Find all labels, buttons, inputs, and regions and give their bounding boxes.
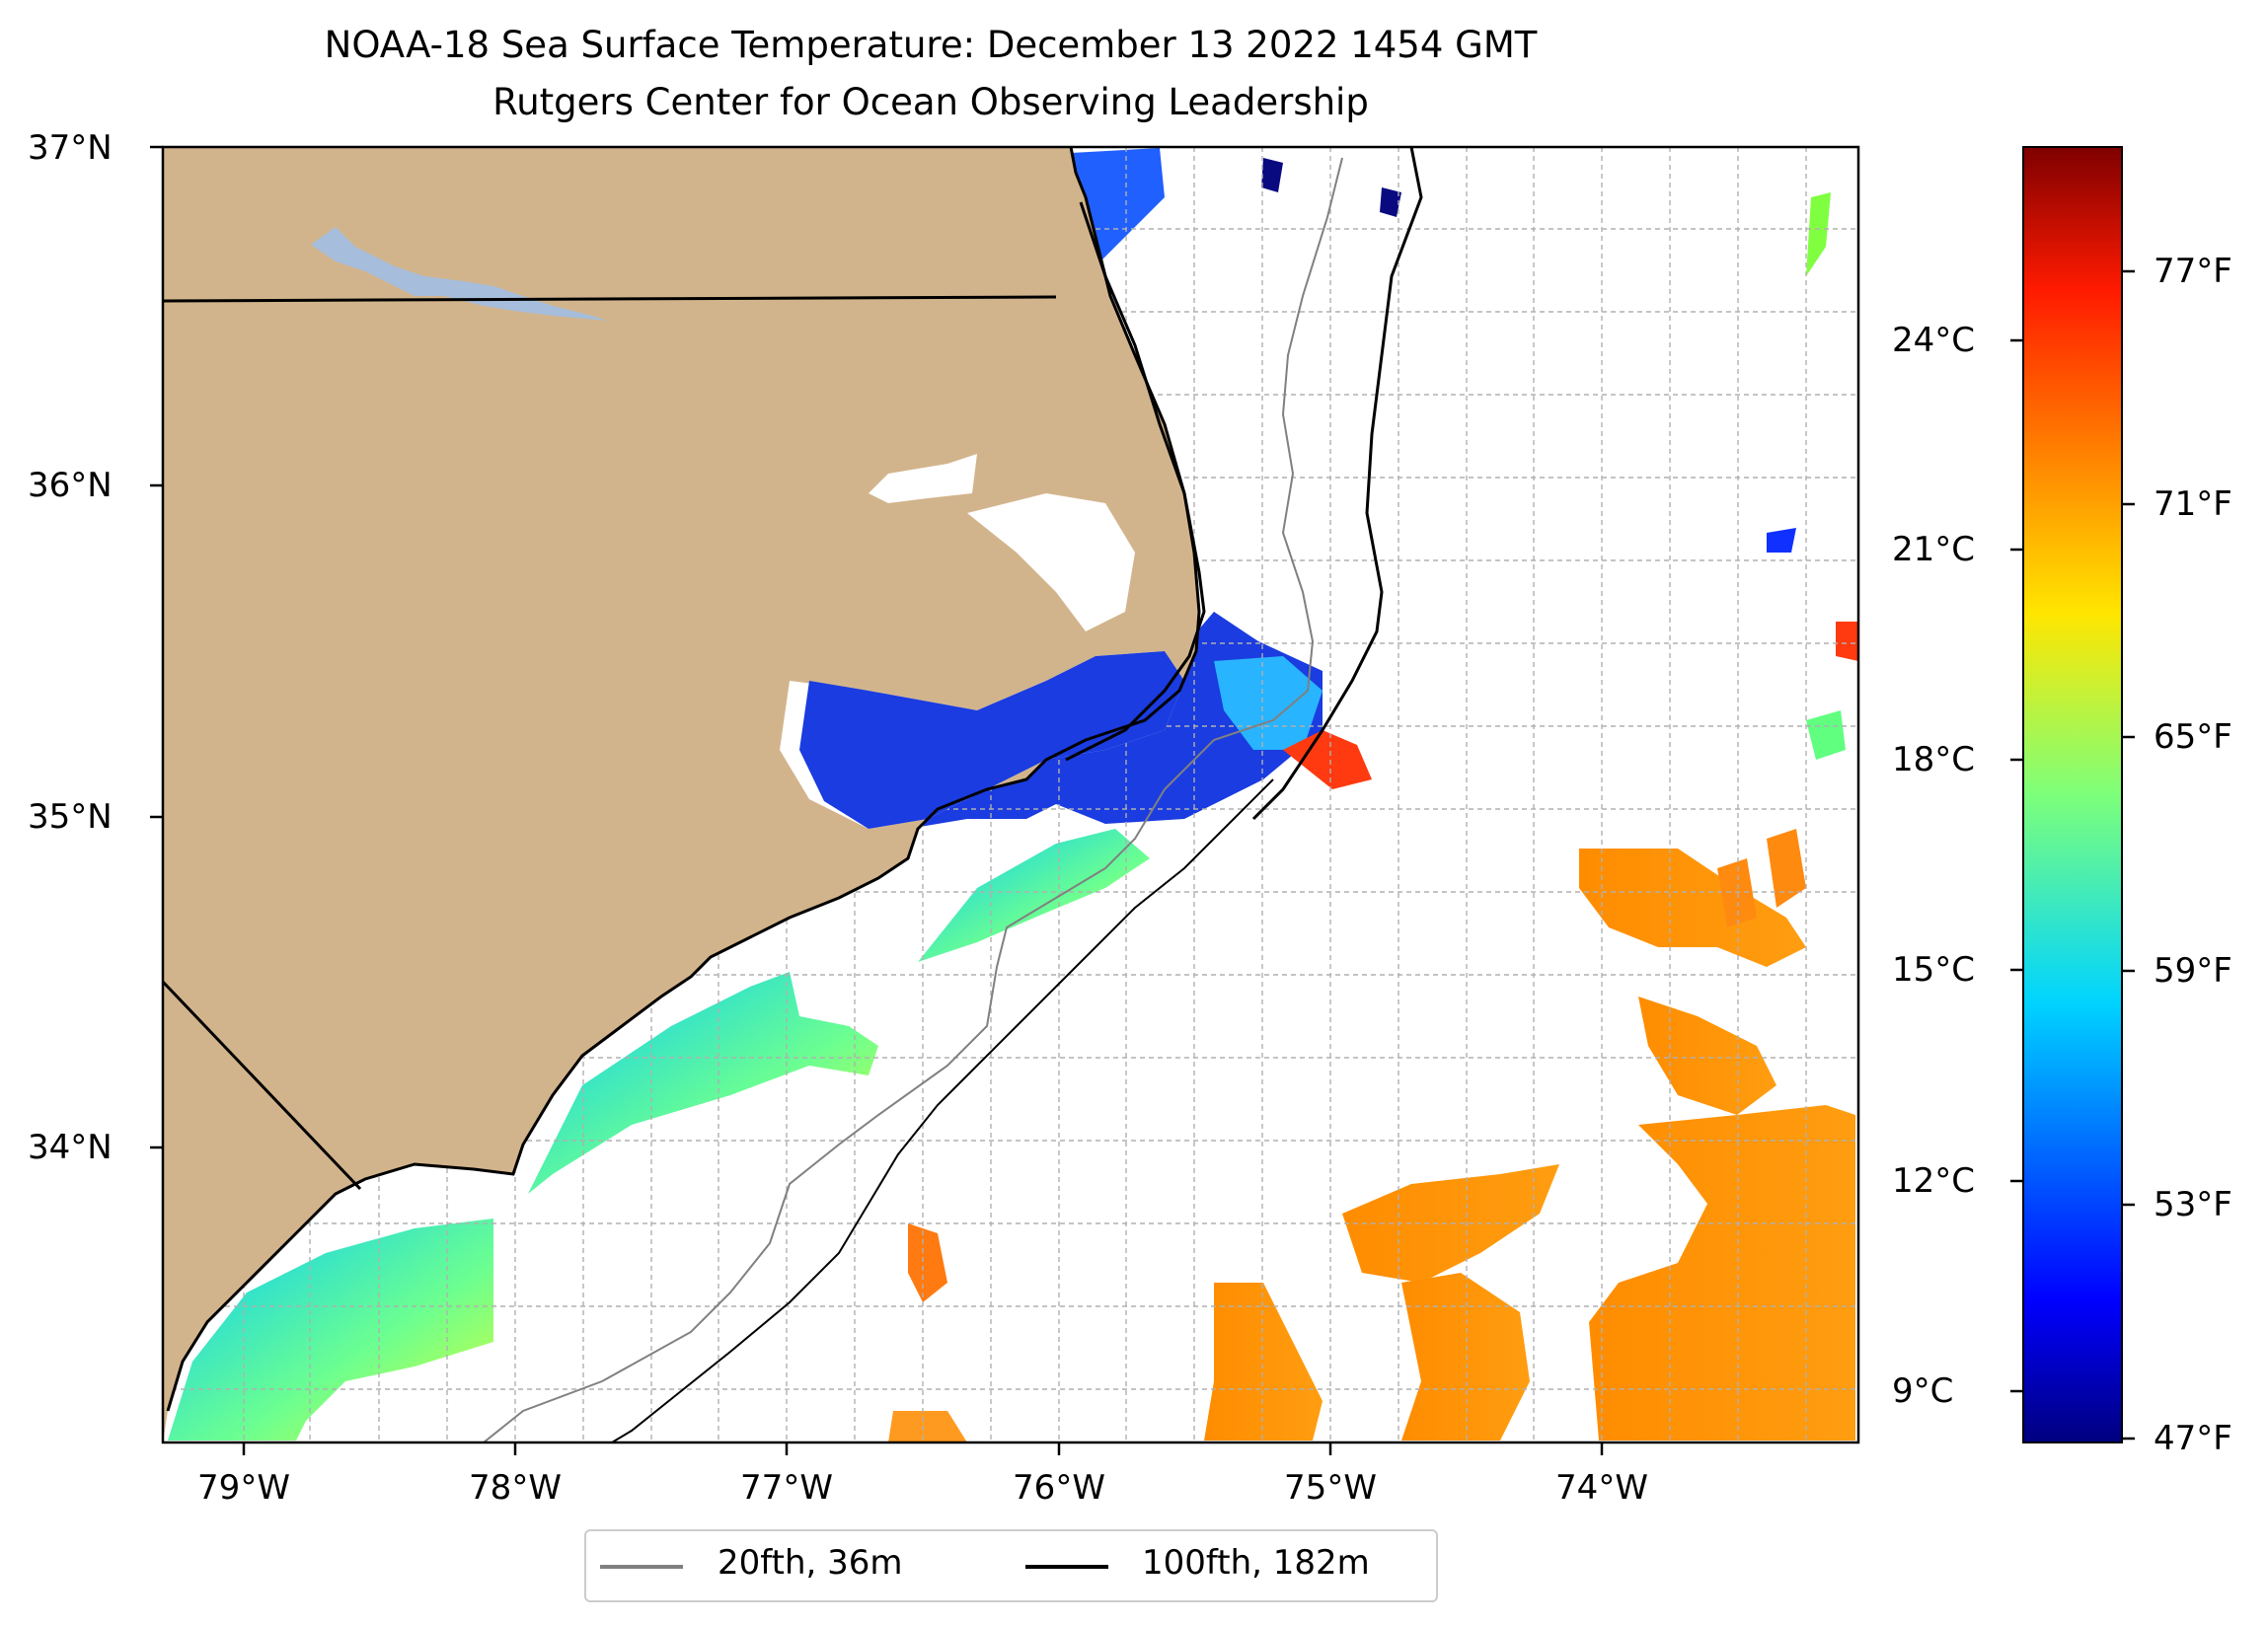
lat-label-37: 37°N [28, 128, 113, 168]
sst-patch-green-1 [1806, 710, 1846, 760]
colorbar-label-c-24: 24°C [1892, 321, 1976, 360]
colorbar-ticks [2010, 269, 2135, 1441]
colorbar-label-f-53: 53°F [2154, 1185, 2232, 1224]
colorbar [2022, 146, 2123, 1443]
sst-patch-navy-1 [1261, 158, 1283, 192]
colorbar-label-c-18: 18°C [1892, 740, 1976, 779]
lake-reservoir [311, 227, 607, 321]
sst-patch-warm-7 [908, 1223, 947, 1302]
colorbar-label-c-21: 21°C [1892, 530, 1976, 569]
map-title: NOAA-18 Sea Surface Temperature: Decembe… [324, 24, 1538, 66]
isobath-legend: 20fth, 36m 100fth, 182m [584, 1529, 1438, 1602]
sst-patch-green-2 [1806, 192, 1831, 276]
sst-patch-warm-10 [1717, 858, 1757, 927]
pamlico-water [799, 651, 1184, 829]
isobath-100fth [611, 778, 1274, 1442]
axis-ticks [150, 145, 1604, 1455]
isobath-20fth [483, 157, 1343, 1442]
sst-patch-blue-1 [1767, 528, 1796, 553]
legend-swatch-20fth [600, 1565, 683, 1569]
legend-swatch-100fth [1025, 1565, 1108, 1569]
colorbar-label-c-12: 12°C [1892, 1161, 1976, 1201]
colorbar-label-c-15: 15°C [1892, 950, 1976, 990]
lon-label-76: 76°W [1013, 1468, 1105, 1508]
legend-label-20fth: 20fth, 36m [718, 1543, 903, 1583]
sst-patch-warm-11 [1836, 622, 1858, 661]
sound-cut-1 [869, 454, 977, 503]
lon-label-74: 74°W [1555, 1468, 1648, 1508]
sst-patch-onslow-bay [528, 972, 878, 1194]
colorbar-label-f-59: 59°F [2154, 951, 2232, 991]
sst-patch-warm-9 [1767, 829, 1806, 908]
sst-patch-gulfstream-edge [1283, 730, 1372, 789]
sst-patch-warm-1 [1579, 849, 1806, 967]
map-frame [161, 145, 1860, 1444]
sst-patch-navy-2 [1380, 187, 1401, 217]
nc-sc-border [163, 980, 362, 1191]
coastline [166, 147, 1201, 1412]
outer-banks [1065, 201, 1206, 762]
sound-cut-2 [967, 493, 1135, 631]
lon-label-77: 77°W [740, 1468, 833, 1508]
lat-label-36: 36°N [28, 466, 113, 505]
sst-patch-cape-fear [168, 1219, 493, 1441]
sst-patch-warm-2 [1638, 997, 1777, 1115]
lat-label-34: 34°N [28, 1128, 113, 1167]
coast-shelf-east [1251, 147, 1423, 821]
sst-patch-warm-5 [1401, 1273, 1530, 1441]
colorbar-label-f-47: 47°F [2154, 1419, 2232, 1458]
legend-label-100fth: 100fth, 182m [1142, 1543, 1370, 1583]
lat-label-35: 35°N [28, 797, 113, 837]
lon-label-75: 75°W [1284, 1468, 1377, 1508]
lon-label-78: 78°W [469, 1468, 562, 1508]
colorbar-label-f-77: 77°F [2154, 252, 2232, 291]
sst-patch-warm-8 [888, 1411, 967, 1442]
colorbar-label-f-71: 71°F [2154, 484, 2232, 524]
sst-patch-warm-3 [1589, 1105, 1855, 1441]
colorbar-label-f-65: 65°F [2154, 717, 2232, 757]
sst-patch-warm-6 [1204, 1283, 1323, 1441]
sst-patch-raleigh-bay [918, 829, 1150, 962]
lon-label-79: 79°W [197, 1468, 290, 1508]
map-subtitle: Rutgers Center for Ocean Observing Leade… [492, 81, 1369, 123]
va-nc-border [163, 295, 1057, 303]
colorbar-label-c-9: 9°C [1892, 1371, 1954, 1411]
